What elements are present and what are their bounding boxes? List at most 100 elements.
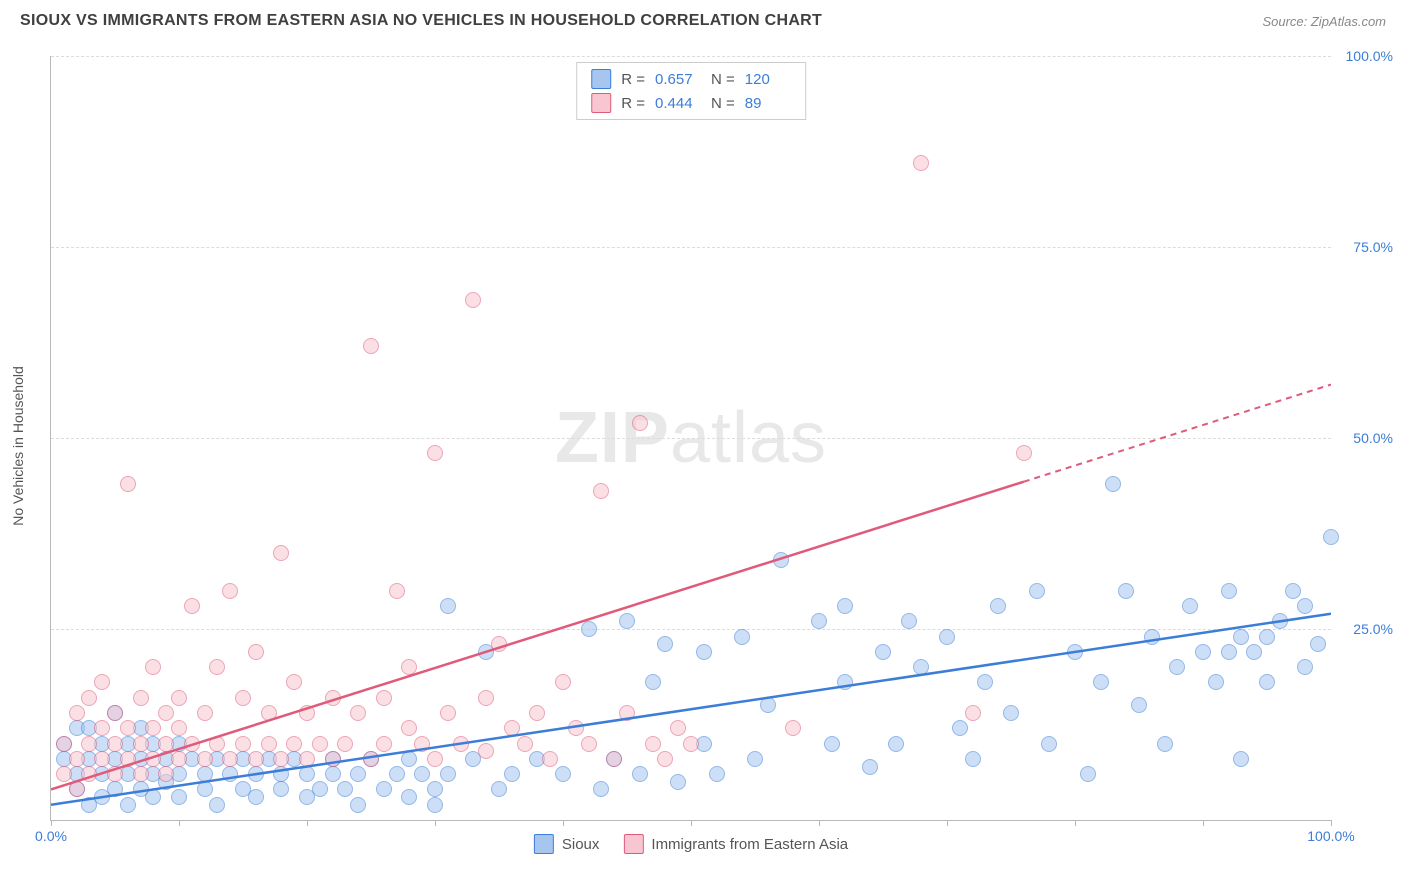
data-point: [209, 659, 225, 675]
data-point: [504, 720, 520, 736]
data-point: [325, 766, 341, 782]
data-point: [990, 598, 1006, 614]
data-point: [1285, 583, 1301, 599]
data-point: [56, 736, 72, 752]
data-point: [401, 659, 417, 675]
data-point: [1297, 598, 1313, 614]
data-point: [325, 690, 341, 706]
data-point: [401, 789, 417, 805]
data-point: [734, 629, 750, 645]
data-point: [299, 705, 315, 721]
data-point: [517, 736, 533, 752]
data-point: [376, 781, 392, 797]
data-point: [632, 415, 648, 431]
data-point: [1221, 644, 1237, 660]
data-point: [440, 705, 456, 721]
chart-area: ZIPatlas 25.0%50.0%75.0%100.0%0.0%100.0%…: [50, 56, 1331, 821]
data-point: [965, 751, 981, 767]
data-point: [478, 690, 494, 706]
data-point: [555, 674, 571, 690]
data-point: [427, 797, 443, 813]
data-point: [1067, 644, 1083, 660]
data-point: [273, 545, 289, 561]
data-point: [683, 736, 699, 752]
data-point: [901, 613, 917, 629]
swatch-blue: [591, 69, 611, 89]
r-value-blue: 0.657: [655, 71, 701, 88]
data-point: [120, 476, 136, 492]
data-point: [158, 736, 174, 752]
data-point: [273, 781, 289, 797]
legend-stats: R = 0.657 N = 120 R = 0.444 N = 89: [576, 62, 806, 120]
data-point: [107, 766, 123, 782]
data-point: [222, 751, 238, 767]
data-point: [171, 789, 187, 805]
data-point: [222, 583, 238, 599]
data-point: [478, 743, 494, 759]
data-point: [107, 736, 123, 752]
swatch-pink: [591, 93, 611, 113]
header: SIOUX VS IMMIGRANTS FROM EASTERN ASIA NO…: [0, 0, 1406, 38]
data-point: [184, 736, 200, 752]
data-point: [350, 766, 366, 782]
data-point: [158, 766, 174, 782]
data-point: [69, 751, 85, 767]
data-point: [1272, 613, 1288, 629]
data-point: [401, 751, 417, 767]
data-point: [1195, 644, 1211, 660]
data-point: [1144, 629, 1160, 645]
data-point: [747, 751, 763, 767]
data-point: [619, 705, 635, 721]
data-point: [248, 751, 264, 767]
data-point: [952, 720, 968, 736]
data-point: [491, 781, 507, 797]
data-point: [824, 736, 840, 752]
data-point: [1323, 529, 1339, 545]
data-point: [529, 705, 545, 721]
data-point: [286, 736, 302, 752]
data-point: [888, 736, 904, 752]
data-point: [401, 720, 417, 736]
data-point: [1259, 629, 1275, 645]
data-point: [939, 629, 955, 645]
data-point: [363, 751, 379, 767]
swatch-pink: [623, 834, 643, 854]
data-point: [94, 674, 110, 690]
legend-item: Immigrants from Eastern Asia: [623, 834, 848, 854]
data-point: [197, 766, 213, 782]
data-point: [581, 621, 597, 637]
data-point: [453, 736, 469, 752]
data-point: [1233, 629, 1249, 645]
y-axis-label: No Vehicles in Household: [10, 366, 26, 526]
data-point: [94, 751, 110, 767]
data-point: [440, 598, 456, 614]
data-point: [632, 766, 648, 782]
data-point: [1208, 674, 1224, 690]
legend-label: Sioux: [562, 836, 600, 853]
data-point: [325, 751, 341, 767]
data-point: [312, 736, 328, 752]
data-point: [81, 690, 97, 706]
data-point: [1003, 705, 1019, 721]
data-point: [977, 674, 993, 690]
data-point: [350, 797, 366, 813]
n-value-pink: 89: [745, 95, 791, 112]
data-point: [1221, 583, 1237, 599]
data-point: [670, 720, 686, 736]
data-point: [837, 674, 853, 690]
data-point: [299, 766, 315, 782]
source-label: Source: ZipAtlas.com: [1262, 14, 1386, 29]
data-point: [273, 751, 289, 767]
data-point: [1080, 766, 1096, 782]
data-point: [133, 736, 149, 752]
data-point: [504, 766, 520, 782]
data-point: [286, 674, 302, 690]
data-point: [120, 797, 136, 813]
data-point: [145, 720, 161, 736]
data-point: [875, 644, 891, 660]
xtick-label: 100.0%: [1307, 828, 1354, 844]
data-point: [1310, 636, 1326, 652]
data-point: [709, 766, 725, 782]
data-point: [197, 705, 213, 721]
data-point: [568, 720, 584, 736]
